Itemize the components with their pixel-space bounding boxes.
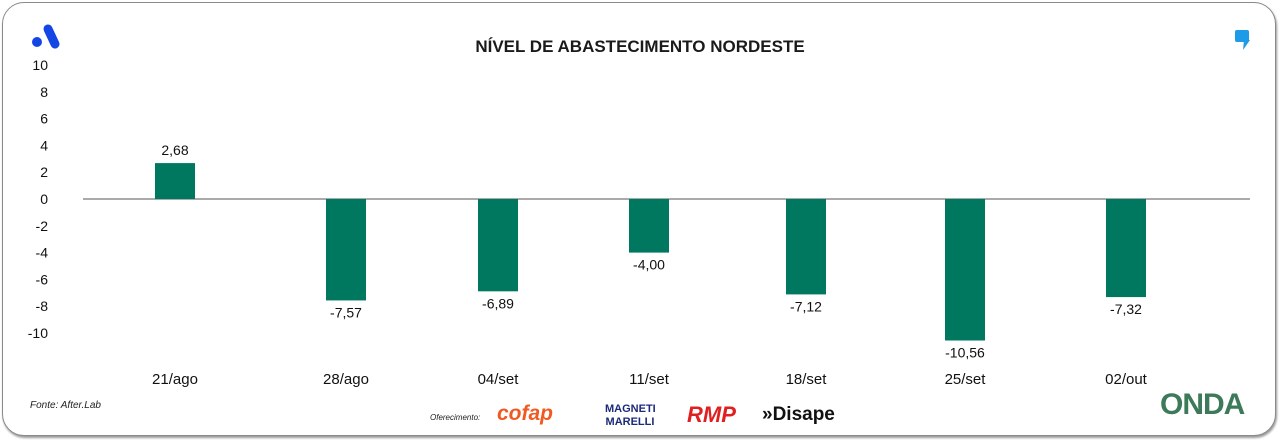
- bar: [629, 199, 669, 253]
- data-label: 2,68: [161, 142, 188, 158]
- bar: [945, 199, 985, 341]
- y-tick-label: -10: [28, 325, 48, 341]
- source-note: Fonte: After.Lab: [30, 400, 101, 411]
- data-label: -7,57: [330, 304, 362, 320]
- sponsor-logo-cofap: cofap: [497, 402, 554, 425]
- sponsor-logo-magneti-marelli: MAGNETI MARELLI: [605, 403, 656, 428]
- y-tick-label: 8: [40, 84, 48, 100]
- sponsor-logo-disape: »Disape: [762, 404, 835, 425]
- data-label: -7,32: [1110, 301, 1142, 317]
- x-tick-label: 04/set: [478, 371, 520, 388]
- y-tick-label: -6: [36, 271, 49, 287]
- y-tick-label: 4: [40, 137, 48, 153]
- y-tick-label: 0: [40, 191, 48, 207]
- x-tick-label: 11/set: [629, 371, 670, 388]
- y-tick-label: -2: [36, 218, 49, 234]
- bar: [786, 199, 826, 295]
- quote-logo-icon: [1235, 30, 1250, 50]
- data-label: -10,56: [945, 345, 985, 361]
- y-tick-label: 10: [32, 57, 48, 73]
- chart-title: NÍVEL DE ABASTECIMENTO NORDESTE: [475, 37, 804, 56]
- sponsor-label: Oferecimento:: [430, 413, 481, 422]
- sponsor-logo-rmp: RMP: [687, 402, 736, 427]
- data-label: -7,12: [790, 298, 822, 314]
- y-tick-label: -8: [36, 298, 49, 314]
- bar: [1106, 199, 1146, 298]
- bar: [155, 163, 195, 199]
- data-label: -4,00: [633, 257, 665, 273]
- bar: [478, 199, 518, 292]
- y-tick-label: 6: [40, 111, 48, 127]
- x-tick-label: 02/out: [1105, 371, 1148, 388]
- bar: [326, 199, 366, 301]
- app-logo-icon: [32, 24, 60, 49]
- onda-logo: ONDA: [1160, 388, 1245, 421]
- x-tick-label: 21/ago: [152, 371, 198, 388]
- x-tick-label: 18/set: [786, 371, 828, 388]
- y-tick-label: -4: [36, 245, 49, 261]
- x-tick-label: 25/set: [945, 371, 987, 388]
- x-tick-label: 28/ago: [323, 371, 369, 388]
- data-label: -6,89: [482, 295, 514, 311]
- y-tick-label: 2: [40, 164, 48, 180]
